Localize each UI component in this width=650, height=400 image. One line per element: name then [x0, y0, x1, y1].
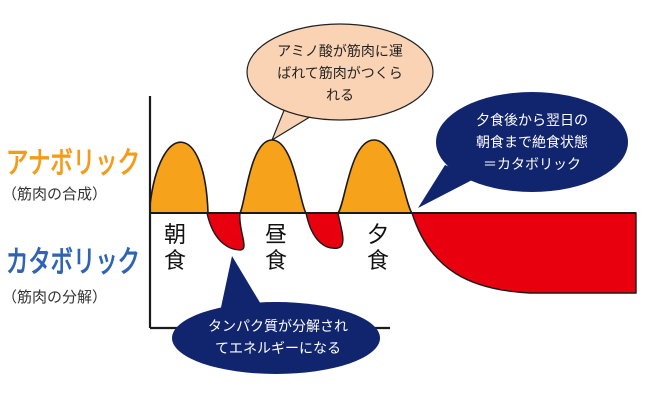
amino-acid-bubble: アミノ酸が筋肉に運 ばれて筋肉がつくら れる: [246, 23, 434, 142]
lunch-label-2: 食: [265, 249, 287, 274]
amino-acid-text-line-1: アミノ酸が筋肉に運: [277, 43, 403, 60]
catabolic-dip-noon: [305, 212, 344, 249]
amino-acid-text-line-2: ばれて筋肉がつくら: [277, 65, 403, 82]
protein-breakdown-bubble-tail: [220, 256, 262, 312]
anabolic-title: アナボリック: [6, 146, 140, 181]
anabolic-subtitle: （筋肉の合成）: [2, 185, 107, 203]
anabolic-area: [149, 139, 414, 214]
breakfast-label-1: 朝: [164, 223, 186, 248]
amino-acid-text-line-3: れる: [326, 88, 354, 104]
catabolic-overnight-area: [411, 212, 637, 294]
meal-labels: 朝 食 昼 食 夕 食: [164, 223, 389, 274]
catabolic-dip-morning: [206, 212, 245, 251]
metabolism-graph: [148, 96, 637, 330]
protein-breakdown-text-line-2: てエネルギーになる: [215, 341, 341, 357]
overnight-text-line-3: ＝カタボリック: [483, 157, 581, 173]
protein-breakdown-bubble-shape: [172, 302, 380, 374]
lunch-label-1: 昼: [265, 223, 287, 248]
overnight-text-line-1: 夕食後から翌日の: [476, 112, 588, 129]
catabolic-subtitle: （筋肉の分解）: [2, 288, 107, 306]
dinner-label-1: 夕: [367, 223, 389, 248]
dinner-label-2: 食: [367, 249, 389, 274]
overnight-text-line-2: 朝食まで絶食状態: [476, 134, 588, 151]
overnight-bubble-shape: [436, 92, 628, 192]
amino-acid-bubble-shape: [246, 23, 434, 121]
catabolic-title: カタボリック: [6, 245, 140, 280]
protein-breakdown-text-line-1: タンパク質が分解され: [208, 319, 348, 335]
breakfast-label-2: 食: [164, 249, 186, 274]
protein-breakdown-bubble: タンパク質が分解され てエネルギーになる: [172, 256, 380, 374]
overnight-bubble: 夕食後から翌日の 朝食まで絶食状態 ＝カタボリック: [418, 92, 628, 208]
